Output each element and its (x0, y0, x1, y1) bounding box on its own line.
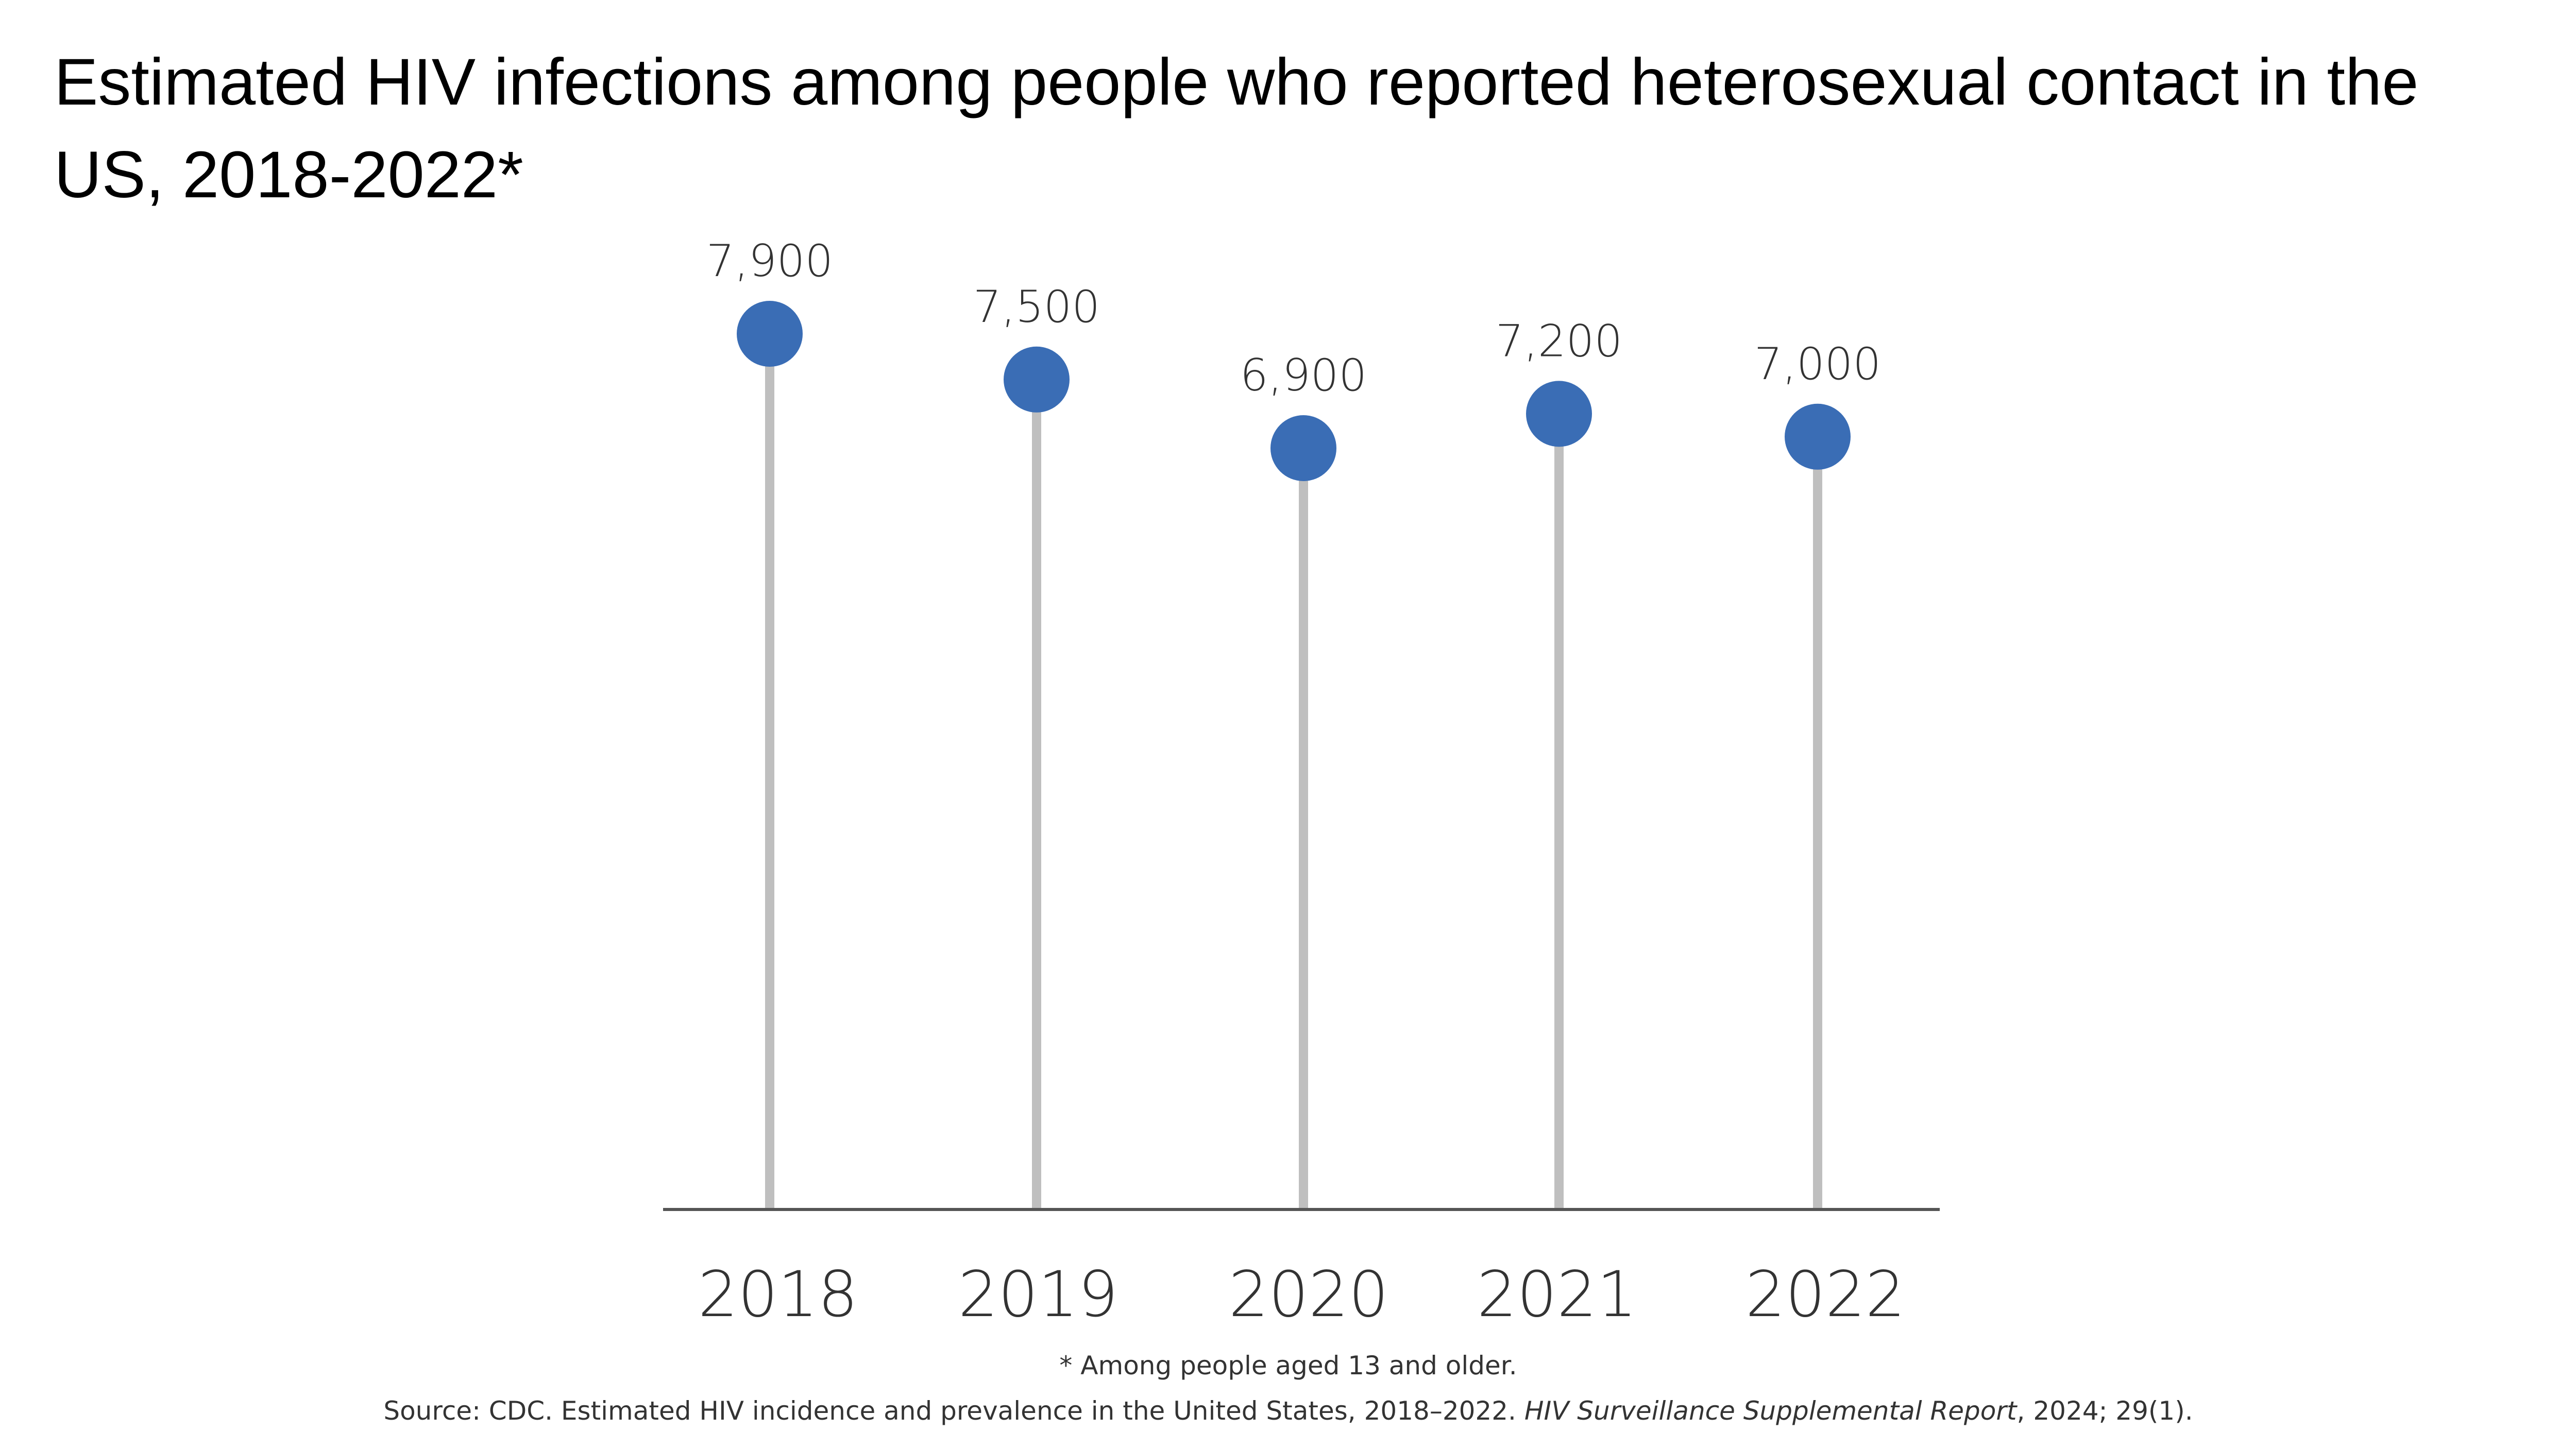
x-tick-label-2021: 2021 (1477, 1258, 1637, 1331)
x-tick-label-2020: 2020 (1229, 1258, 1388, 1331)
footnote: * Among people aged 13 and older. (1059, 1351, 1517, 1380)
chart-value-labels: 7,900 7,500 6,900 7,200 7,000 (706, 235, 1881, 401)
data-point-2022 (1785, 403, 1851, 470)
source-prefix: Source: CDC. Estimated HIV incidence and… (383, 1396, 1524, 1426)
data-point-2019 (1004, 346, 1070, 413)
data-point-2020 (1270, 415, 1336, 481)
value-label-2020: 6,900 (1240, 350, 1367, 401)
source-journal: HIV Surveillance Supplemental Report (1524, 1396, 2017, 1426)
value-label-2019: 7,500 (973, 281, 1100, 333)
chart-dots (737, 301, 1851, 481)
chart-x-tick-labels: 2018 2019 2020 2021 2022 (698, 1258, 1905, 1331)
x-tick-label-2019: 2019 (958, 1258, 1118, 1331)
x-tick-label-2018: 2018 (698, 1258, 858, 1331)
value-label-2018: 7,900 (706, 235, 833, 287)
value-label-2021: 7,200 (1496, 315, 1622, 367)
data-point-2018 (737, 301, 803, 367)
data-point-2021 (1526, 381, 1592, 447)
source-suffix: , 2024; 29(1). (2016, 1396, 2193, 1426)
source-citation: Source: CDC. Estimated HIV incidence and… (0, 1396, 2576, 1426)
chart-title: Estimated HIV infections among people wh… (54, 45, 2419, 212)
value-label-2022: 7,000 (1754, 338, 1881, 390)
chart-stems (765, 334, 1822, 1209)
x-tick-label-2022: 2022 (1745, 1258, 1905, 1331)
